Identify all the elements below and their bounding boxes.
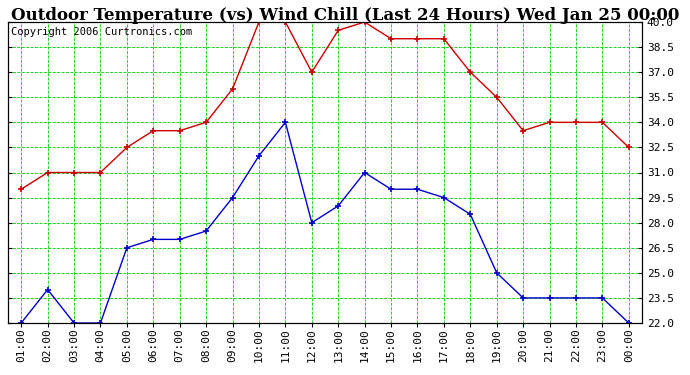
Text: Outdoor Temperature (vs) Wind Chill (Last 24 Hours) Wed Jan 25 00:00: Outdoor Temperature (vs) Wind Chill (Las… <box>11 7 679 24</box>
Text: Copyright 2006 Curtronics.com: Copyright 2006 Curtronics.com <box>11 27 193 36</box>
